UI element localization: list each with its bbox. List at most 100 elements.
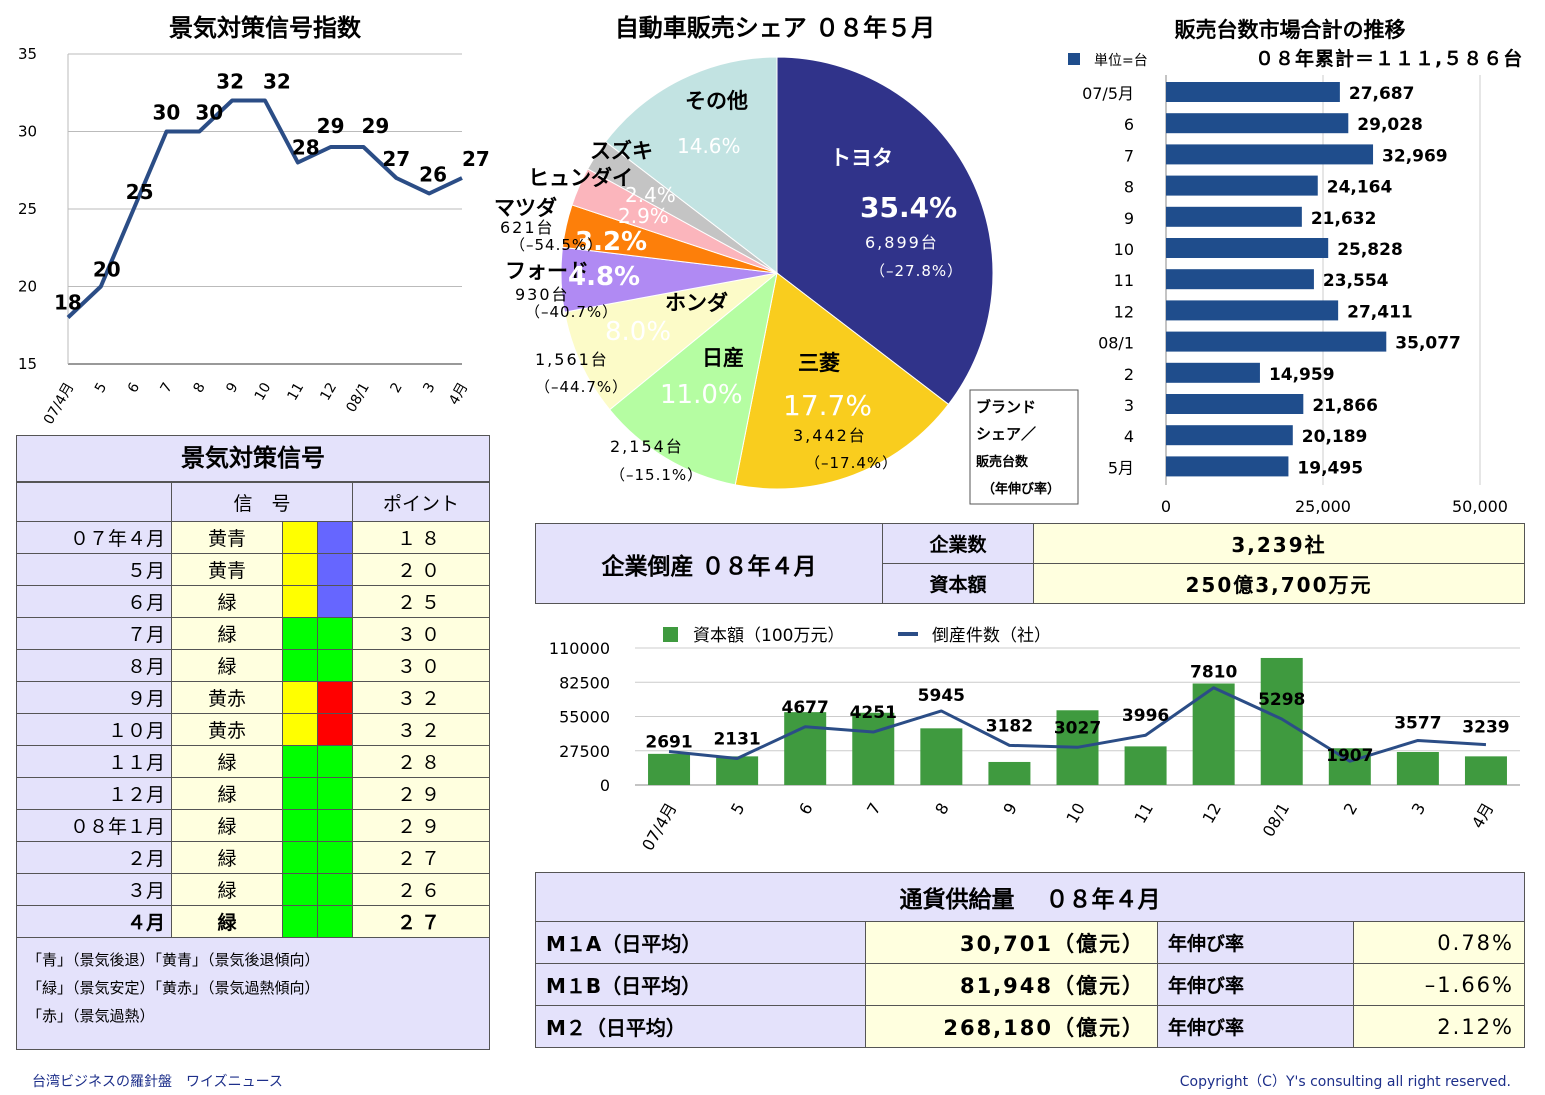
money-supply-title: 通貨供給量 ０８年４月 (535, 872, 1525, 922)
sales-bar-label: 19,495 (1297, 458, 1363, 478)
x-tick-label: 07/4月 (638, 800, 680, 854)
sales-bar (1166, 362, 1260, 383)
sales-bar (1166, 269, 1314, 290)
sales-bar-label: 27,411 (1347, 302, 1413, 322)
sales-bar (1166, 175, 1318, 196)
pie-slice (734, 272, 950, 490)
signal-name: 黄赤 (171, 713, 283, 746)
y-tick-label: 0 (600, 776, 610, 795)
index-data-label: 28 (292, 136, 320, 160)
signal-month: １２月 (16, 777, 172, 810)
pie-slice-name: 三菱 (798, 351, 840, 375)
money-supply-row: M１A（日平均） 30,701（億元） 年伸び率 0.78% (535, 921, 1525, 964)
bankruptcy-table: 企業倒産 ０８年４月 企業数 3,239社 資本額 250億3,700万元 (535, 523, 1525, 604)
signal-table-header: 信 号 ポイント (16, 482, 490, 522)
signal-name: 緑 (171, 649, 283, 682)
sales-bar (1166, 82, 1340, 102)
pie-note-line: （年伸び率） (982, 481, 1060, 497)
sales-bar (1166, 331, 1387, 352)
index-data-label: 27 (462, 147, 490, 171)
capital-label: 資本額 (882, 563, 1034, 604)
money-supply-rate: –1.66% (1353, 963, 1525, 1006)
pie-slice (604, 56, 778, 275)
legend-line-label: 倒産件数（社） (932, 626, 1051, 646)
count-data-label: 4677 (782, 698, 829, 718)
sales-bar-label: 21,632 (1311, 209, 1377, 229)
count-data-label: 3182 (986, 716, 1033, 736)
count-data-label: 3027 (1054, 718, 1101, 738)
sales-bar (1166, 425, 1293, 446)
capital-bar (1192, 683, 1235, 785)
signal-point: ３２ (352, 681, 490, 714)
pie-slice-name: フォード (505, 259, 589, 283)
signal-point: ２６ (352, 873, 490, 906)
pie-slice-percent: 14.6% (677, 134, 741, 158)
signal-row: １１月緑 ２８ (16, 745, 490, 778)
sales-bar (1166, 113, 1349, 134)
pie-slice-percent: 2.9% (618, 204, 669, 228)
sales-bar-label: 27,687 (1349, 84, 1415, 104)
sales-bar-label: 21,866 (1312, 396, 1378, 416)
signal-name: 黄青 (171, 553, 283, 586)
sales-chart-title: 販売台数市場合計の推移 (1174, 18, 1406, 42)
signal-color-1 (282, 585, 318, 618)
money-supply-rate: 0.78% (1353, 921, 1525, 964)
signal-color-2 (317, 681, 353, 714)
index-data-label: 30 (153, 101, 181, 125)
signal-color-1 (282, 809, 318, 842)
index-data-label: 18 (54, 291, 82, 315)
signal-color-1 (282, 649, 318, 682)
signal-color-1 (282, 617, 318, 650)
capital-bar (1328, 748, 1371, 785)
signal-color-1 (282, 553, 318, 586)
legend-bar-swatch-icon (663, 627, 678, 642)
signal-row: ７月緑 ３０ (16, 617, 490, 650)
signal-point: ３０ (352, 649, 490, 682)
y-tick-label: 5月 (1108, 458, 1134, 477)
signal-point: ２５ (352, 585, 490, 618)
money-supply-value: 268,180（億元） (865, 1005, 1158, 1048)
y-tick-label: 35 (18, 45, 37, 63)
count-data-label: 4251 (850, 703, 897, 723)
signal-row: ６月緑 ２５ (16, 585, 490, 618)
x-tick-label: 2 (387, 380, 405, 396)
pie-slice-percent: 3.2% (575, 227, 647, 257)
signal-color-2 (317, 585, 353, 618)
x-tick-label: 8 (190, 380, 208, 396)
signal-point: １８ (352, 521, 490, 554)
signal-color-2 (317, 873, 353, 906)
signal-point: ２７ (352, 841, 490, 874)
pie-note-line: 販売台数 (976, 454, 1029, 470)
signal-month: ８月 (16, 649, 172, 682)
money-supply-name: M２（日平均） (535, 1005, 866, 1048)
x-tick-label: 10 (252, 380, 275, 403)
signal-color-2 (317, 841, 353, 874)
index-data-label: 20 (93, 258, 121, 282)
signal-color-2 (317, 745, 353, 778)
signal-name: 緑 (171, 777, 283, 810)
count-data-label: 5945 (918, 686, 965, 706)
count-data-label: 3239 (1462, 718, 1509, 738)
count-data-label: 3996 (1122, 706, 1169, 726)
capital-bar (1396, 751, 1439, 785)
signal-month: ０７年４月 (16, 521, 172, 554)
signal-row: ４月緑 ２７ (16, 905, 490, 938)
count-data-label: 3577 (1394, 713, 1441, 733)
y-tick-label: 55000 (559, 708, 610, 727)
pie-slice-growth: （–27.8%） (870, 262, 963, 280)
signal-table: 信 号 ポイント ０７年４月 黄青 １８ ５月 黄青 ２０ ６月緑 ２５ ７月緑 ３０ ８月緑 ３０ ９… (16, 482, 490, 938)
signal-row: ０８年１月緑 ２９ (16, 809, 490, 842)
signal-name: 黄赤 (171, 681, 283, 714)
y-tick-label: 25 (18, 200, 37, 218)
y-tick-label: 15 (18, 355, 37, 373)
pie-slice-units: 1,561台 (535, 350, 609, 369)
bankruptcy-combo-chart: 0 27500 55000 82500 110000 資本額（100万元） 倒産件数（社） 2… (549, 626, 1520, 854)
pie-slice-units: 2,154台 (610, 437, 684, 456)
index-data-label: 29 (362, 114, 390, 138)
x-tick-label: 4月 (1468, 800, 1498, 832)
signal-color-1 (282, 681, 318, 714)
signal-point: ３２ (352, 713, 490, 746)
x-tick-label: 11 (285, 380, 308, 403)
signal-row: ３月緑 ２６ (16, 873, 490, 906)
signal-name: 緑 (171, 617, 283, 650)
